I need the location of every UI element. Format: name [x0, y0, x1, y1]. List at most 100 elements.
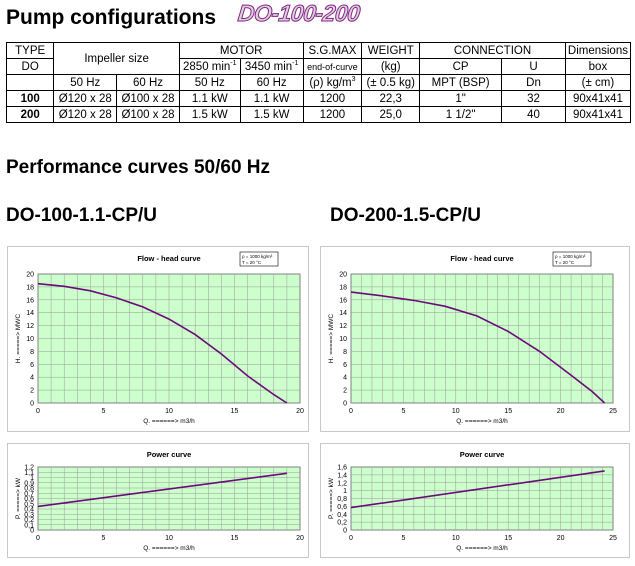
y-tick-label: 0,7 — [24, 491, 34, 498]
y-tick-label: 0,8 — [24, 486, 34, 493]
chart-title: Flow - head curve — [450, 254, 513, 263]
y-tick-label: 4 — [343, 375, 347, 382]
row-imp60: Ø100 x 28 — [116, 90, 180, 107]
y-axis-label: P. =====> kW — [15, 477, 22, 519]
y-axis-label: H. =====> MWC — [15, 314, 22, 363]
power-chart-left: 00,10,20,30,40,50,60,70,80,911,11,2 0 5 10 1… — [15, 450, 304, 552]
dim-unit-sub: (± cm) — [564, 74, 632, 91]
x-tick-label: 15 — [504, 535, 512, 542]
dimensions-header: Dimensions — [564, 42, 632, 59]
y-tick-label: 0 — [30, 401, 34, 408]
header-row-3: 50 Hz 60 Hz 50 Hz 60 Hz (ρ) kg/m3 (± 0.5… — [5, 74, 632, 91]
row-weight: 22,3 — [361, 90, 421, 107]
x-axis-label: Q. ======> m3/h — [143, 545, 195, 552]
y-tick-label: 18 — [26, 284, 34, 291]
y-tick-label: 1 — [343, 488, 347, 495]
row-imp50: Ø120 x 28 — [53, 90, 118, 107]
y-tick-label: 1,4 — [337, 472, 347, 479]
model-title-right: DO-200-1.5-CP/U — [330, 205, 481, 226]
weight-header: WEIGHT — [361, 42, 421, 59]
x-tick-label: 10 — [165, 408, 173, 415]
y-tick-label: 0,9 — [24, 480, 34, 487]
x-tick-label: 0 — [349, 408, 353, 415]
sg-sub: end-of-curve — [302, 58, 363, 75]
row-weight: 25,0 — [361, 106, 421, 123]
legend-temperature: T = 20 °C — [555, 260, 575, 265]
row-imp50: Ø120 x 28 — [53, 106, 118, 123]
legend-density: ρ = 1000 kg/m³ — [242, 254, 273, 259]
x-tick-label: 20 — [296, 535, 304, 542]
row-sg: 1200 — [302, 106, 363, 123]
y-tick-label: 16 — [339, 297, 347, 304]
type-header: TYPE — [5, 42, 55, 59]
row-u: 40 — [501, 106, 566, 123]
x-axis-label: Q. ======> m3/h — [456, 545, 508, 552]
row-dim: 90x41x41 — [564, 90, 632, 107]
weight-unit: (kg) — [361, 58, 421, 75]
row-cp: 1 1/2" — [419, 106, 503, 123]
y-tick-label: 0,2 — [24, 517, 34, 524]
table-row: 200 Ø120 x 28 Ø100 x 28 1.5 kW 1.5 kW 12… — [5, 106, 632, 123]
x-tick-label: 15 — [504, 408, 512, 415]
motor-60: 60 Hz — [239, 74, 304, 91]
flow-head-chart-right: 0 2 4 6 8 10 12 14 16 18 20 0 5 10 15 20 25 Flow - head c… — [328, 251, 617, 425]
y-tick-label: 0,8 — [337, 496, 347, 503]
impeller-60: 60 Hz — [116, 74, 180, 91]
y-axis-label: P. =====> kW — [328, 477, 335, 519]
series-line — [350, 291, 606, 404]
chart-title: Power curve — [460, 450, 505, 459]
legend-density: ρ = 1000 kg/m³ — [555, 254, 586, 259]
page-title: Pump configurations — [6, 6, 216, 29]
y-tick-label: 4 — [30, 375, 34, 382]
y-tick-label: 12 — [26, 323, 34, 330]
x-tick-label: 0 — [36, 408, 40, 415]
conn-cp-sub: MPT (BSP) — [419, 74, 503, 91]
y-tick-label: 0,6 — [337, 504, 347, 511]
sg-unit: (ρ) kg/m3 — [302, 74, 363, 91]
x-tick-label: 5 — [401, 535, 405, 542]
weight-tolerance: (± 0.5 kg) — [361, 74, 421, 91]
x-axis-label: Q. ======> m3/h — [456, 418, 508, 425]
connection-header: CONNECTION — [419, 42, 566, 59]
y-tick-label: 2 — [343, 388, 347, 395]
sg-header: S.G.MAX — [302, 42, 363, 59]
y-tick-label: 0,6 — [24, 496, 34, 503]
row-type: 100 — [5, 90, 55, 107]
chart-title: Flow - head curve — [137, 254, 200, 263]
x-tick-label: 0 — [36, 535, 40, 542]
row-cp: 1" — [419, 90, 503, 107]
x-tick-label: 25 — [609, 408, 617, 415]
x-tick-label: 10 — [452, 535, 460, 542]
y-tick-label: 0,5 — [24, 501, 34, 508]
row-m50: 1.1 kW — [178, 90, 241, 107]
dim-unit: box — [564, 58, 632, 75]
legend-box — [552, 251, 592, 267]
y-tick-label: 1,2 — [337, 480, 347, 487]
spec-table: TYPE Impeller size MOTOR S.G.MAX WEIGHT … — [5, 42, 632, 123]
y-tick-label: 2 — [30, 388, 34, 395]
y-tick-label: 0,4 — [24, 507, 34, 514]
impeller-50: 50 Hz — [53, 74, 118, 91]
y-axis-label: H. =====> MWC — [328, 314, 335, 363]
row-m60: 1.1 kW — [239, 90, 304, 107]
table-row: 100 Ø120 x 28 Ø100 x 28 1.1 kW 1.1 kW 12… — [5, 90, 632, 107]
y-tick-label: 0,3 — [24, 512, 34, 519]
y-tick-label: 1,1 — [24, 470, 34, 477]
y-tick-label: 1,6 — [337, 465, 347, 472]
chart-panel: 0 0,1 0,2 0,3 0,4 0,5 0,6 0,7 0,8 0,9 1 1,1 1,2 0 5 10 1… — [7, 443, 309, 558]
x-tick-label: 5 — [401, 408, 405, 415]
legend-box — [239, 251, 279, 267]
y-tick-label: 20 — [339, 272, 347, 279]
y-tick-label: 10 — [339, 336, 347, 343]
x-tick-label: 0 — [349, 535, 353, 542]
y-tick-label: 6 — [343, 362, 347, 369]
y-tick-label: 6 — [30, 362, 34, 369]
type-sub: DO — [5, 58, 55, 75]
model-title-left: DO-100-1.1-CP/U — [6, 205, 157, 226]
y-tick-label: 0,1 — [24, 522, 34, 529]
y-tick-label: 0,2 — [337, 520, 347, 527]
product-logo: DO-100-200 — [236, 0, 361, 27]
chart-panel: 0 2 4 6 8 10 12 14 16 18 20 0 5 10 15 20 25 Flow - head c… — [320, 246, 630, 432]
y-tick-label: 14 — [339, 310, 347, 317]
